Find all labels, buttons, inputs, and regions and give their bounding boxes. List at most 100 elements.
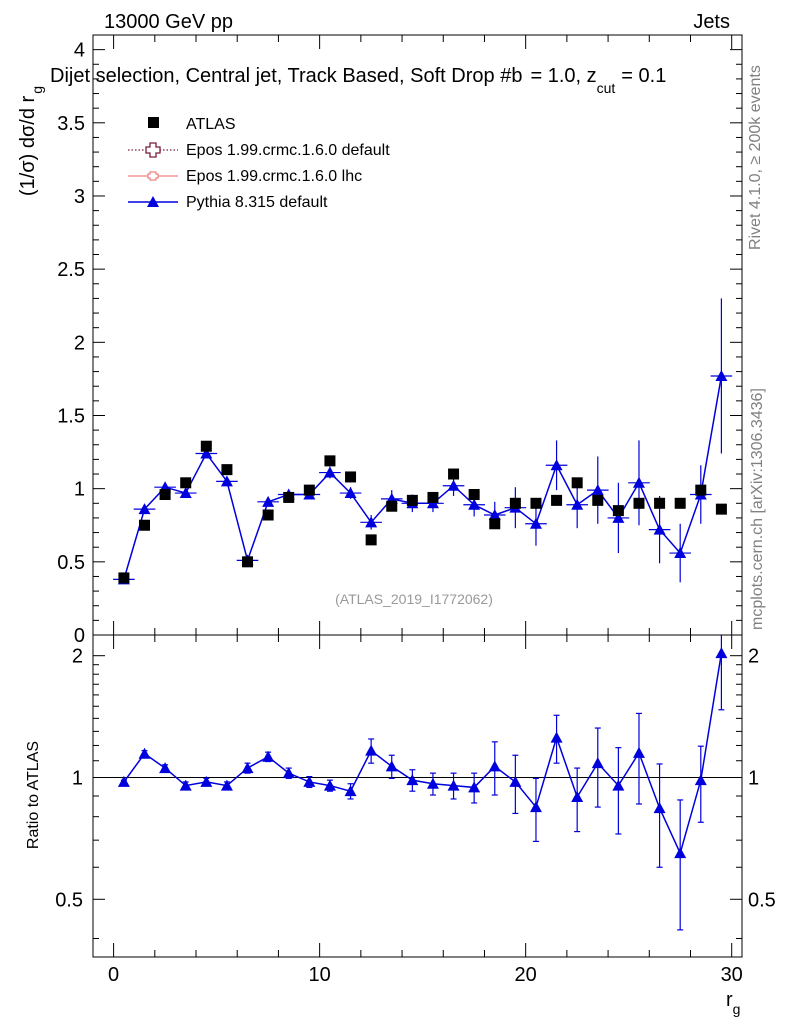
pythia-point bbox=[200, 447, 213, 459]
main-y-tick-label: 3.5 bbox=[57, 113, 85, 135]
pythia-ratio-point bbox=[323, 779, 336, 791]
main-y-ticks: 0 0.5 1 1.5 2 2.5 3 3.5 4 bbox=[57, 40, 742, 647]
main-y-tick-label: 1 bbox=[74, 479, 85, 501]
atlas-point bbox=[303, 484, 315, 496]
pythia-ratio-point bbox=[571, 790, 584, 802]
pythia-ratio-point bbox=[694, 774, 707, 786]
pythia-ratio-point bbox=[365, 744, 378, 756]
x-tick-label: 10 bbox=[309, 964, 331, 986]
pythia-point bbox=[632, 476, 645, 488]
atlas-point bbox=[242, 556, 254, 568]
x-axis-label: rg bbox=[726, 989, 740, 1017]
pythia-ratio-point bbox=[117, 775, 130, 787]
atlas-point bbox=[283, 491, 295, 503]
main-y-tick-label: 0.5 bbox=[57, 552, 85, 574]
atlas-point bbox=[200, 440, 212, 452]
atlas-point bbox=[592, 494, 604, 506]
legend-entry-epos-default: Epos 1.99.crmc.1.6.0 default bbox=[128, 142, 390, 159]
subtitle-main: Dijet selection, Central jet, Track Base… bbox=[50, 65, 522, 87]
x-tick-label: 30 bbox=[721, 964, 743, 986]
legend-entry-epos-lhc: Epos 1.99.crmc.1.6.0 lhc bbox=[128, 168, 362, 185]
y-axis-label: (1/σ) dσ/d rg bbox=[17, 86, 45, 196]
legend-entry-atlas: ATLAS bbox=[148, 116, 236, 133]
pythia-ratio-point bbox=[550, 731, 563, 743]
y-axis-label-sub: g bbox=[29, 86, 45, 94]
pythia-ratio-point bbox=[220, 779, 233, 791]
pythia-ratio-point bbox=[426, 777, 439, 789]
pythia-point bbox=[674, 547, 687, 559]
legend: ATLAS Epos 1.99.crmc.1.6.0 default Epos … bbox=[128, 116, 390, 211]
main-y-tick-label: 3 bbox=[74, 186, 85, 208]
pythia-ratio-point bbox=[488, 760, 501, 772]
atlas-point bbox=[551, 494, 563, 506]
atlas-point bbox=[468, 489, 480, 501]
pythia-ratio-point bbox=[468, 781, 481, 793]
rivet-version-label: Rivet 4.1.0, ≥ 200k events bbox=[747, 65, 764, 250]
main-y-tick-label: 4 bbox=[74, 40, 85, 62]
pythia-ratio-point bbox=[653, 802, 666, 814]
ratio-y-tick-label-right: 0.5 bbox=[748, 889, 776, 911]
pythia-ratio-point bbox=[612, 779, 625, 791]
atlas-point bbox=[612, 505, 624, 517]
atlas-point bbox=[365, 534, 377, 546]
subtitle-tail: = 1.0, z bbox=[530, 65, 596, 87]
pythia-point bbox=[488, 509, 501, 520]
energy-label: 13000 GeV pp bbox=[104, 11, 233, 33]
legend-marker-epos-lhc bbox=[147, 171, 159, 181]
pythia-point bbox=[138, 503, 151, 515]
pythia-ratio-point bbox=[159, 762, 172, 774]
atlas-point bbox=[715, 503, 727, 515]
pythia-ratio-point bbox=[385, 760, 398, 772]
pythia-ratio-point bbox=[674, 847, 687, 859]
legend-marker-atlas bbox=[148, 117, 159, 128]
ratio-y-tick-label-left: 1 bbox=[72, 767, 83, 789]
atlas-point bbox=[427, 491, 439, 503]
atlas-point bbox=[695, 484, 707, 496]
y-axis-label-main: (1/σ) dσ/d r bbox=[17, 95, 39, 196]
main-y-tick-label: 0 bbox=[74, 625, 85, 647]
pythia-point bbox=[365, 516, 378, 528]
atlas-point bbox=[159, 489, 171, 501]
x-tick-label: 0 bbox=[108, 964, 119, 986]
pythia-point bbox=[591, 484, 604, 496]
main-y-tick-label: 1.5 bbox=[57, 405, 85, 427]
legend-entry-pythia: Pythia 8.315 default bbox=[128, 194, 328, 211]
subtitle-sub: cut bbox=[597, 80, 616, 96]
pythia-point bbox=[715, 369, 728, 381]
atlas-point bbox=[509, 497, 521, 509]
pythia-ratio-point bbox=[241, 762, 254, 774]
pythia-point bbox=[447, 479, 460, 491]
atlas-point bbox=[530, 497, 542, 509]
atlas-point bbox=[448, 468, 460, 480]
pythia-ratio-point bbox=[715, 647, 728, 659]
legend-label-pythia: Pythia 8.315 default bbox=[186, 194, 328, 211]
main-series-group bbox=[113, 298, 733, 585]
pythia-point bbox=[612, 511, 625, 523]
pythia-point bbox=[529, 517, 542, 529]
pythia-ratio-point bbox=[447, 779, 460, 791]
analysis-watermark: (ATLAS_2019_I1772062) bbox=[335, 591, 493, 607]
ratio-y-tick-label-left: 0.5 bbox=[55, 889, 83, 911]
atlas-point bbox=[674, 497, 686, 509]
pythia-ratio-point bbox=[303, 775, 316, 787]
ratio-plot-frame bbox=[92, 634, 743, 958]
category-label: Jets bbox=[693, 11, 730, 33]
pythia-ratio-point bbox=[138, 747, 151, 759]
pythia-ratio-point bbox=[262, 750, 275, 762]
atlas-point bbox=[406, 494, 418, 506]
ratio-y-tick-label-right: 2 bbox=[748, 646, 759, 668]
legend-marker-pythia bbox=[147, 196, 159, 207]
legend-label-epos-default: Epos 1.99.crmc.1.6.0 default bbox=[186, 142, 390, 159]
pythia-ratio-point bbox=[509, 775, 522, 787]
legend-label-epos-lhc: Epos 1.99.crmc.1.6.0 lhc bbox=[186, 168, 362, 185]
pythia-ratio-point bbox=[200, 775, 213, 787]
atlas-point bbox=[345, 471, 357, 483]
ratio-y-ticks: 0.5 0.5 1 1 2 2 bbox=[55, 646, 776, 939]
x-ticks: 0 10 20 30 bbox=[108, 35, 743, 986]
pythia-point bbox=[262, 495, 275, 507]
legend-marker-epos-default bbox=[145, 142, 161, 158]
atlas-point bbox=[118, 572, 130, 584]
plot-subtitle: Dijet selection, Central jet, Track Base… bbox=[50, 65, 666, 96]
pythia-point bbox=[571, 498, 584, 510]
